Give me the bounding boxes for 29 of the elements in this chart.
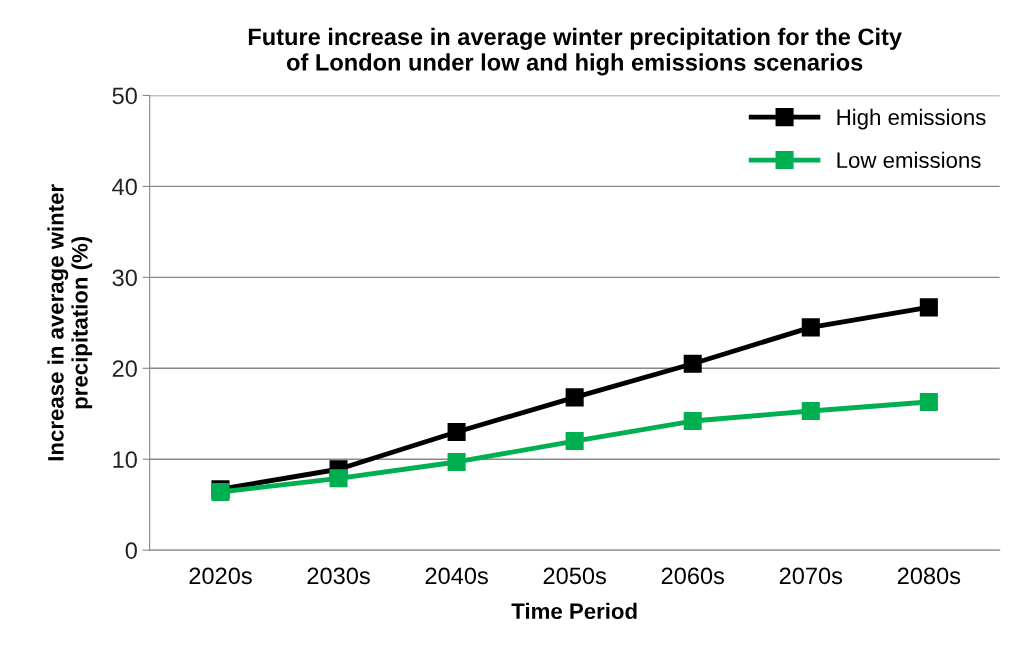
point bbox=[447, 452, 466, 471]
y-axis-title: Increase in average winter precipitation (%) bbox=[47, 184, 93, 461]
point bbox=[565, 388, 584, 407]
point bbox=[919, 298, 938, 317]
point bbox=[919, 392, 938, 411]
legend-label: Low emissions bbox=[837, 151, 981, 169]
x-tick-label: 2080s bbox=[897, 567, 961, 585]
x-axis-title: Time Period bbox=[511, 602, 637, 620]
x-tick-label: 2020s bbox=[189, 567, 252, 585]
point bbox=[683, 412, 702, 431]
point bbox=[329, 469, 348, 488]
legend-label: High emissions bbox=[837, 108, 986, 130]
x-tick-label: 2070s bbox=[779, 567, 843, 585]
x-tick-label: 2040s bbox=[425, 567, 488, 585]
y-tick-label: 20 bbox=[112, 360, 137, 378]
point bbox=[801, 318, 820, 337]
x-tick-label: 2030s bbox=[307, 567, 370, 585]
y-tick-label: 40 bbox=[112, 178, 137, 196]
y-tick-label: 10 bbox=[113, 451, 137, 469]
y-tick-label: 50 bbox=[112, 87, 137, 105]
point bbox=[447, 422, 466, 441]
point bbox=[801, 402, 820, 421]
x-tick-label: 2050s bbox=[543, 567, 606, 585]
x-tick-label: 2060s bbox=[661, 567, 725, 585]
point bbox=[565, 432, 584, 451]
y-tick-label: 0 bbox=[125, 542, 137, 559]
y-tick-label: 30 bbox=[112, 269, 137, 287]
point bbox=[683, 354, 702, 373]
chart-title: Future increase in average winter precipitation for the City of London under low and high emissions scenarios bbox=[248, 27, 902, 76]
